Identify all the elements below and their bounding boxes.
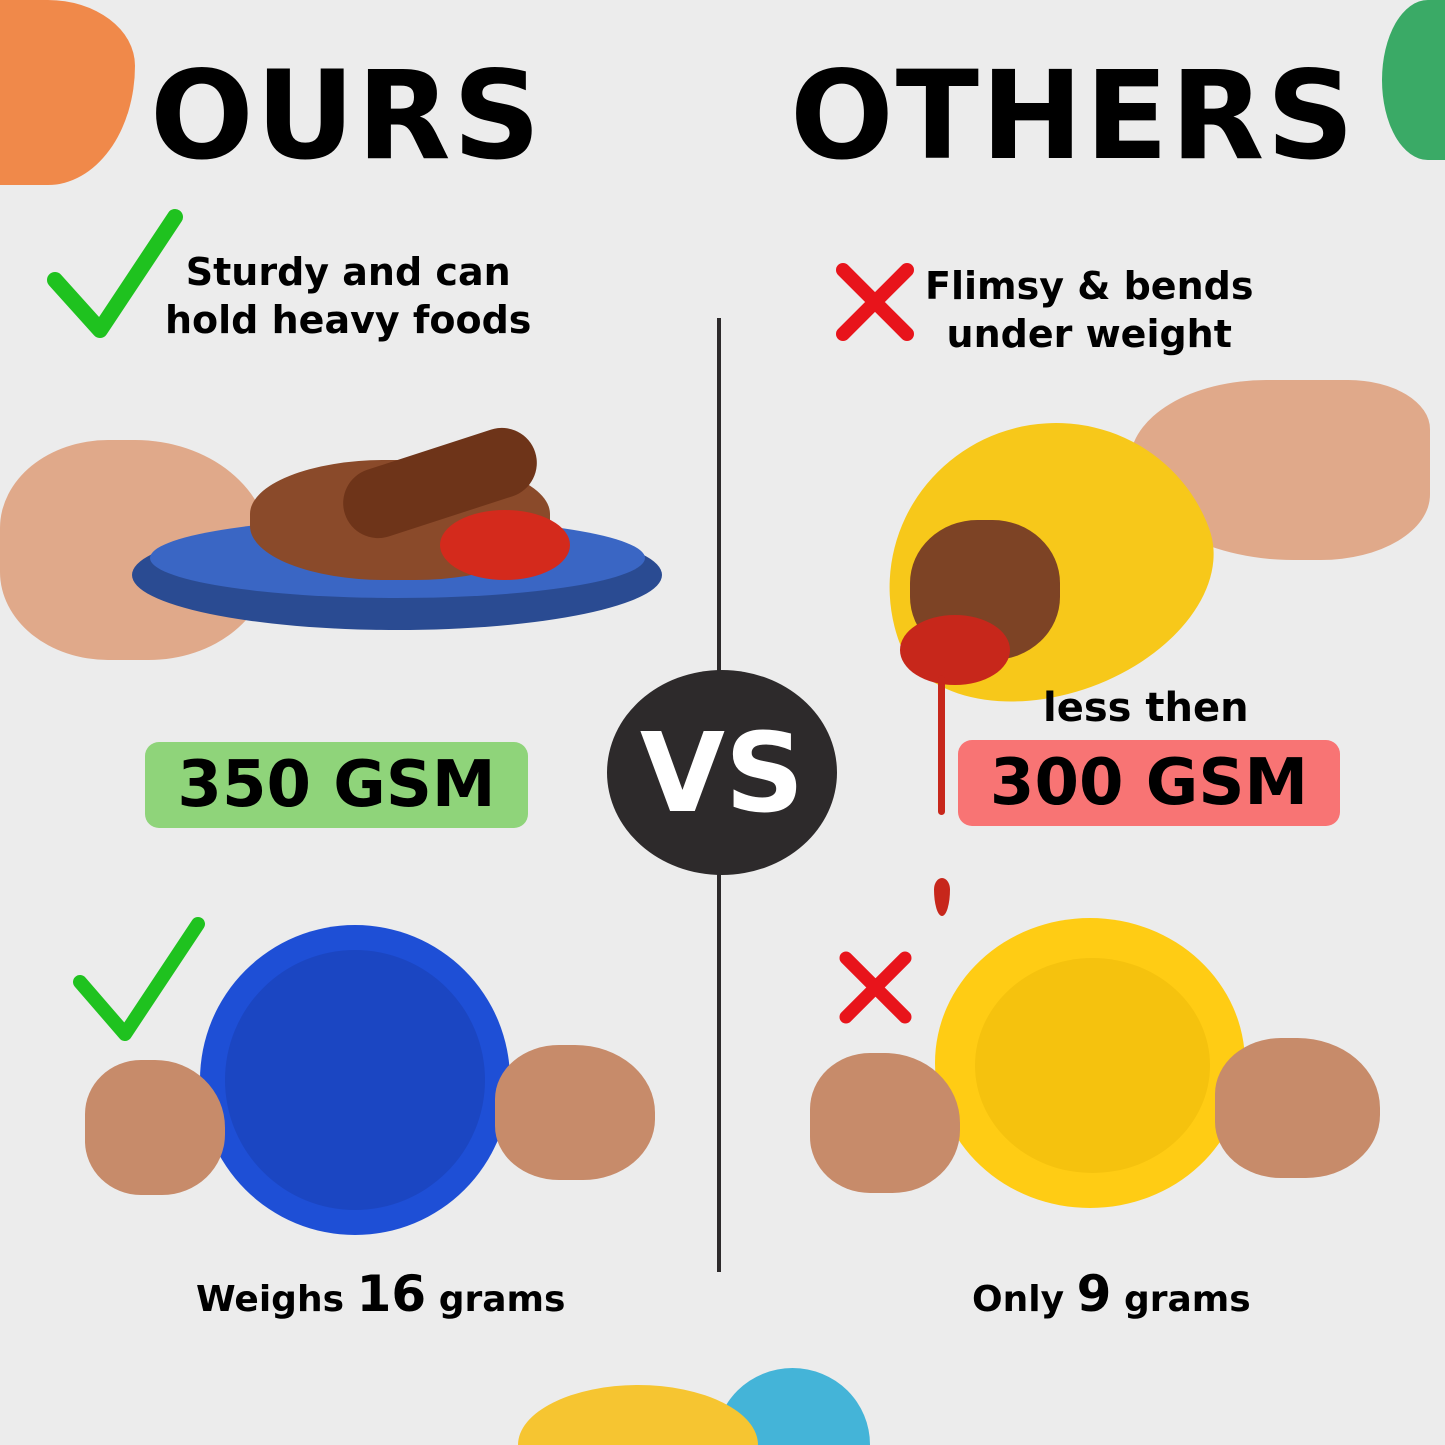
- sturdy-plate-image: [0, 418, 670, 680]
- vs-label: VS: [639, 708, 805, 837]
- decor-circle-green: [1382, 0, 1445, 160]
- check-icon: [47, 209, 183, 338]
- others-title: OTHERS: [790, 45, 1357, 187]
- vs-circle: VS: [607, 670, 837, 875]
- divider-bottom: [717, 870, 721, 1272]
- ours-gsm-badge: 350 GSM: [145, 742, 528, 828]
- flimsy-plate-image: [843, 330, 1445, 916]
- others-gsm-prefix: less then: [1043, 685, 1249, 731]
- decor-circle-yellow: [518, 1385, 758, 1445]
- yellow-plate-image: [810, 918, 1380, 1218]
- others-weight: Only 9 grams: [972, 1265, 1251, 1323]
- ours-weight-unit: grams: [438, 1279, 566, 1320]
- x-icon: [839, 951, 912, 1024]
- others-weight-value: 9: [1076, 1265, 1112, 1323]
- ours-claim-line2: hold heavy foods: [165, 298, 532, 342]
- check-icon: [73, 917, 205, 1041]
- ours-claim-line1: Sturdy and can: [185, 250, 511, 294]
- ours-weight-value: 16: [356, 1265, 427, 1323]
- others-gsm-badge: 300 GSM: [958, 740, 1340, 826]
- others-claim-line1: Flimsy & bends: [925, 264, 1254, 308]
- ours-title: OURS: [150, 45, 543, 187]
- decor-circle-orange: [0, 0, 135, 185]
- divider-top: [717, 318, 721, 678]
- others-weight-prefix: Only: [972, 1279, 1065, 1320]
- others-claim: Flimsy & bends under weight: [925, 262, 1253, 358]
- others-weight-unit: grams: [1123, 1279, 1251, 1320]
- others-claim-line2: under weight: [946, 312, 1232, 356]
- ours-weight: Weighs 16 grams: [196, 1265, 565, 1323]
- ours-claim: Sturdy and can hold heavy foods: [165, 248, 531, 344]
- blue-plate-image: [80, 925, 660, 1245]
- x-icon: [836, 263, 914, 341]
- ours-weight-prefix: Weighs: [196, 1279, 345, 1320]
